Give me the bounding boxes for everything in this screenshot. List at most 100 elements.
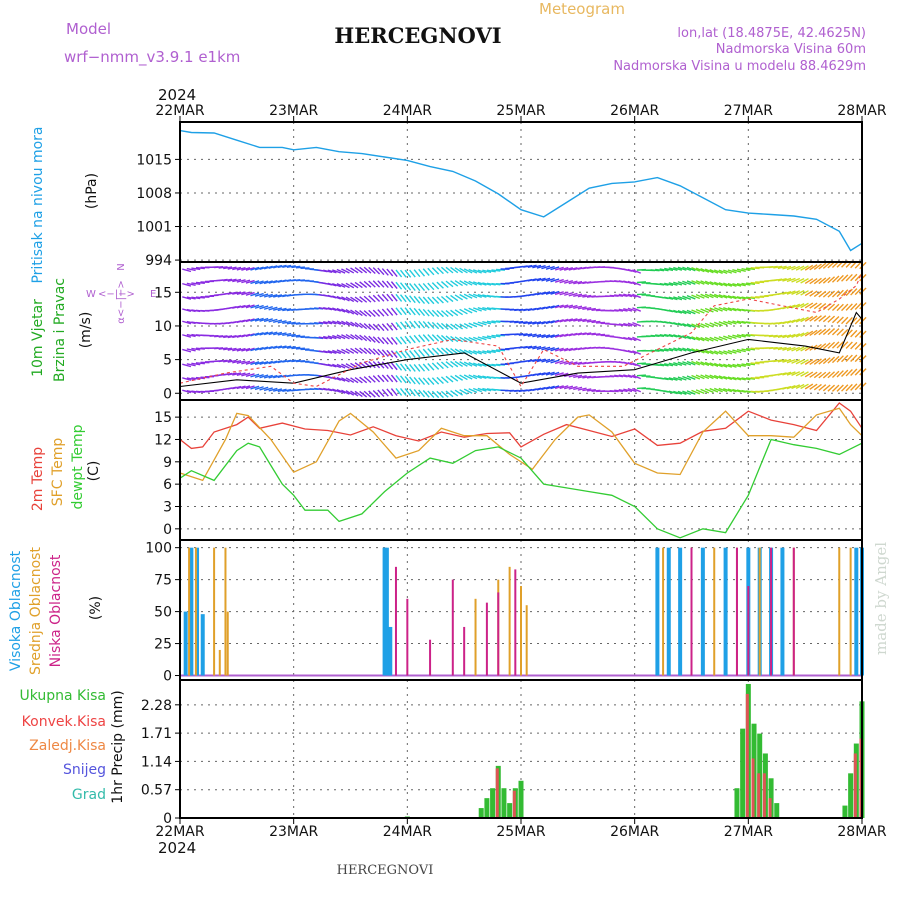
- panels: 9941001100810150510150369121502550751000…: [8, 103, 887, 840]
- wind-arrow: [409, 269, 416, 278]
- wind-arrow: [377, 294, 385, 302]
- wind-arrow: [541, 320, 551, 325]
- wind-arrow: [232, 291, 242, 295]
- wind-arrow: [768, 334, 778, 338]
- wind-arrow: [245, 279, 255, 284]
- wind-arrow: [818, 384, 827, 391]
- wind-arrow: [700, 280, 710, 286]
- wind-arrow: [745, 362, 756, 366]
- wind-arrow: [363, 323, 372, 330]
- wind-arrow: [736, 282, 746, 287]
- wind-arrow: [545, 334, 555, 339]
- wind-arrow: [691, 360, 701, 366]
- wind-arrow: [195, 296, 205, 299]
- wind-arrow: [341, 348, 350, 355]
- wind-arrow: [454, 280, 464, 287]
- wind-arrow: [741, 267, 751, 272]
- wind-arrow: [263, 293, 273, 298]
- wind-arrow: [668, 333, 678, 338]
- wind-arrow: [323, 321, 333, 325]
- wind-arrow: [809, 264, 818, 271]
- wind-arrow: [591, 333, 601, 336]
- wind-arrow: [741, 282, 751, 286]
- wind-arrow: [732, 349, 742, 354]
- wind-arrow: [568, 385, 578, 390]
- wind-arrow: [668, 347, 678, 352]
- wind-arrow: [554, 266, 564, 271]
- precip-bar: [478, 808, 484, 818]
- wind-arrow: [250, 292, 260, 297]
- wind-arrow: [709, 322, 719, 327]
- wind-arrow: [559, 372, 569, 377]
- wind-arrow: [614, 294, 624, 297]
- wind-arrow: [463, 349, 473, 355]
- wind-arrow: [186, 363, 196, 367]
- wind-arrow: [718, 336, 728, 341]
- wind-arrow: [409, 363, 416, 372]
- wind-arrow: [577, 361, 587, 365]
- wind-arrow: [445, 375, 454, 383]
- wind-arrow: [700, 308, 710, 314]
- wind-arrow: [186, 389, 196, 394]
- y-tick-label: 5: [163, 353, 172, 369]
- wind-arrow: [800, 265, 809, 271]
- y-tick-label: 0: [163, 669, 172, 685]
- wind-arrow: [695, 267, 705, 273]
- wind-arrow: [482, 387, 492, 392]
- wind-arrow: [713, 293, 723, 299]
- wind-arrow: [386, 388, 394, 397]
- wind-arrow: [277, 345, 287, 349]
- wind-arrow: [486, 269, 496, 273]
- wind-arrow: [386, 280, 394, 289]
- wind-arrow: [854, 317, 862, 325]
- wind-arrow: [559, 291, 569, 296]
- wind-arrow: [363, 280, 372, 288]
- cloud-bar: [520, 586, 522, 676]
- wind-arrow: [718, 282, 728, 287]
- wind-arrow: [541, 358, 551, 363]
- wind-arrow: [418, 308, 426, 317]
- wind-arrow: [445, 390, 454, 398]
- wind-arrow: [368, 266, 376, 274]
- wind-arrow: [482, 282, 492, 286]
- wind-arrow: [818, 277, 827, 285]
- wind-arrow: [545, 265, 555, 270]
- wind-arrow: [354, 281, 363, 289]
- wind-arrow: [804, 264, 814, 271]
- y-tick-label: 0: [163, 522, 172, 538]
- wind-arrow: [741, 348, 751, 352]
- wind-arrow: [813, 343, 822, 351]
- wind-arrow: [782, 371, 792, 376]
- product-name: Meteogram: [539, 0, 625, 18]
- wind-arrow: [709, 336, 719, 342]
- wind-arrow: [673, 347, 683, 352]
- wind-arrow: [632, 293, 642, 299]
- wind-arrow: [395, 269, 403, 278]
- wind-arrow: [559, 333, 569, 338]
- wind-arrow: [577, 375, 587, 379]
- wind-arrow: [372, 390, 381, 398]
- wind-arrow: [459, 361, 468, 367]
- wind-arrow: [727, 295, 737, 300]
- wind-arrow: [800, 359, 809, 365]
- wind-arrow: [368, 347, 376, 355]
- wind-arrow: [577, 387, 587, 391]
- wind-arrow: [422, 308, 430, 317]
- wind-arrow: [250, 347, 260, 352]
- wind-arrow: [445, 295, 454, 303]
- precip-bar: [501, 788, 507, 818]
- wind-arrow: [709, 387, 719, 393]
- wind-arrow: [809, 383, 818, 390]
- wind-arrow: [573, 280, 583, 285]
- wind-arrow: [273, 374, 283, 379]
- wind-arrow: [723, 388, 733, 393]
- ylabel-cloud-low: Niska Oblacnost: [48, 554, 64, 667]
- wind-arrow: [468, 280, 478, 286]
- wind-arrow: [381, 374, 389, 383]
- wind-arrow: [404, 375, 412, 384]
- wind-arrow: [477, 350, 487, 355]
- wind-arrow: [700, 268, 710, 273]
- wind-arrow: [732, 320, 742, 325]
- wind-arrow: [777, 359, 787, 363]
- precip-legend-item: Zaledj.Kisa: [29, 738, 106, 754]
